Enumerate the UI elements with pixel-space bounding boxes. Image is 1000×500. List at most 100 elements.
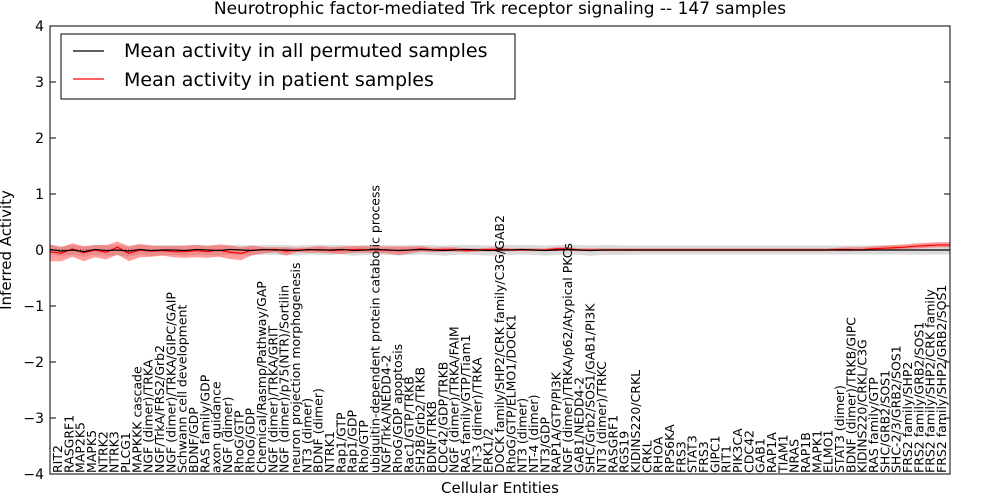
x-tick-label: Rap1/GDP — [345, 410, 360, 473]
band-patient — [50, 241, 950, 262]
x-tick-label: NGF (dimer)/TRKA/GIPC/GAIP — [163, 292, 178, 473]
x-tick-label: SHC-2/3/GRB2/SOS1 — [889, 345, 904, 473]
x-tick-label: STAT3 — [685, 435, 700, 473]
x-tick-label: RhoG/GTP — [231, 410, 246, 473]
x-tick-label: SHC/Grb2/SOS1/GAB1/PI3K — [583, 303, 598, 473]
series-lines — [49, 244, 950, 255]
x-tick-label: RAS family/GDP — [197, 374, 212, 473]
x-tick-label: RAS family/GTP/Tiam1 — [458, 334, 473, 473]
x-tick-label: RAP1B — [798, 432, 813, 473]
x-tick-label: SH2B/Grb2/TRKB — [413, 367, 428, 473]
x-tick-label: ubiquitin-dependent protein catabolic pr… — [367, 185, 382, 473]
x-tick-label: Rap1/GTP — [333, 412, 348, 473]
x-tick-label: RASGRF1 — [61, 415, 76, 473]
y-axis: −4 −3 −2 −1 0 1 2 3 4 — [23, 19, 950, 483]
x-tick-label: NGF (dimer)/TRKA/p62/Atypical PKCs — [560, 243, 575, 473]
x-axis-label: Cellular Entities — [441, 479, 559, 497]
x-tick-label: BDNF (dimer)/TRKB/GIPC — [843, 317, 858, 473]
legend: Mean activity in all permuted samples Me… — [60, 33, 516, 100]
x-tick-label: PLCG1 — [118, 432, 133, 473]
x-tick-label: MAP2K5 — [73, 422, 88, 473]
y-tick-label: −2 — [23, 355, 44, 371]
x-tick-label: RhoG/GTP/ELMO1/DOCK1 — [503, 314, 518, 473]
x-tick-label: FRS2 family/SHP2/CRK family — [923, 289, 938, 473]
x-tick-label: NT3 (dimer) — [515, 398, 530, 473]
x-tick-label: NGF (dimer) — [220, 397, 235, 473]
x-tick-label: GAB1 — [753, 438, 768, 473]
x-tick-label: RIT2 — [50, 445, 65, 473]
y-tick-label: 2 — [35, 131, 44, 147]
x-tick-label: RAP1A/GTP/PI3K — [549, 371, 564, 473]
x-tick-label: CDC42 — [741, 430, 756, 473]
x-tick-label: FRS2 family/SHP2/GRB2/SOS1 — [934, 285, 949, 473]
series-line-permuted — [49, 248, 950, 253]
y-tick-label: 4 — [35, 19, 44, 35]
x-tick-label: GIPC1 — [707, 435, 722, 473]
x-tick-label: Chemical/Rasmp/Pathway/GAP — [254, 281, 269, 473]
x-tick-labels: RIT2RASGRF1MAP2K5MAPK5NTRK2NTRK3PLCG1MAP… — [50, 185, 949, 474]
x-tick-label: RPS6KA — [662, 424, 677, 473]
x-tick-label: NGF/TrkA/NEDD4-2 — [379, 355, 394, 473]
x-tick-label: FRS3 — [673, 441, 688, 473]
x-tick-label: NT-3 (dimer)/TRKA — [469, 357, 484, 473]
x-tick-label: KIDINS220/CRKL — [628, 370, 643, 473]
y-tick-label: 1 — [35, 187, 44, 203]
x-tick-label: BDNF/GDP — [186, 407, 201, 473]
y-axis-label: Inferred Activity — [0, 190, 15, 310]
legend-label-patient: Mean activity in patient samples — [124, 69, 434, 91]
legend-box — [60, 33, 516, 100]
x-tick-label: MAPK1 — [809, 430, 824, 473]
x-tick-label: RIT1 — [719, 445, 734, 473]
x-tick-label: KIDINS220/CRKL/C3G — [855, 339, 870, 473]
x-tick-label: Rho/GTP — [356, 420, 371, 473]
x-tick-label: NT3 (dimer)/TRKC — [594, 361, 609, 473]
x-tick-label: RHOA — [651, 436, 666, 473]
x-tick-label: NGF (dimer)/TRKA — [141, 359, 156, 473]
x-tick-label: RASGRF1 — [605, 415, 620, 473]
x-tick-label: CDC42/GDP/TRKB — [435, 362, 450, 473]
x-tick-label: RAP1A — [764, 432, 779, 473]
x-tick-label: NTRK3 — [107, 431, 122, 473]
x-tick-label: NRAS — [787, 439, 802, 473]
x-tick-label: STAT3 (dimer) — [832, 385, 847, 473]
y-tick-label: −1 — [23, 299, 44, 315]
x-tick-label: Rac1/GTP/TRKB — [401, 376, 416, 473]
x-tick-label: NTRK2 — [95, 431, 110, 473]
x-tick-label: TIAM1 — [775, 434, 790, 474]
x-tick-label: BDNF (dimer) — [311, 388, 326, 473]
legend-label-permuted: Mean activity in all permuted samples — [124, 40, 487, 62]
x-tick-label: PIK3CA — [730, 428, 745, 473]
x-tick-label: NGF (dimer)/p75(NTR)/Sortilin — [277, 285, 292, 473]
x-tick-label: RAS family/GTP — [866, 377, 881, 473]
x-tick-label: NT3 (dimer) — [299, 398, 314, 473]
x-tick-label: NGF (dimer)/TRKA/GRIT — [265, 325, 280, 473]
x-tick-label: MAPKKK cascade — [129, 366, 144, 473]
chart-title: Neurotrophic factor-mediated Trk recepto… — [214, 0, 786, 19]
x-tick-label: NGF/TrkA/FRS2/Grb2 — [152, 345, 167, 473]
x-tick-label: NT3/GDP — [537, 417, 552, 473]
x-tick-label: DOCK family/SHP2/CRK family/C3G/GAB2 — [492, 215, 507, 473]
y-tick-label: −4 — [23, 467, 44, 483]
x-tick-label: FRS3 — [696, 441, 711, 473]
x-tick-label: GAB1/NEDD4-2 — [571, 377, 586, 473]
x-tick-label: NTRK1 — [322, 431, 337, 473]
x-tick-label: FRS2 family/SHP2 — [900, 362, 915, 473]
x-tick-label: CRKL — [639, 440, 654, 473]
y-tick-label: −3 — [23, 411, 44, 427]
x-tick-label: axon guidance — [209, 381, 224, 473]
y-tick-label: 3 — [35, 75, 44, 91]
x-tick-label: SHC/GRB2/SOS1 — [877, 370, 892, 473]
y-tick-label: 0 — [35, 243, 44, 259]
x-tick-label: BDNF/TRKB — [424, 401, 439, 473]
x-tick-label: ERK1/2 — [481, 428, 496, 473]
x-tick-label: NT-4 (dimer) — [526, 395, 541, 473]
x-tick-label: MAPK5 — [84, 430, 99, 473]
x-tick-label: Schwann cell development — [175, 305, 190, 473]
x-tick-label: RhoG/GDP apoptosis — [390, 344, 405, 473]
x-tick-label: ELMO1 — [821, 430, 836, 473]
x-tick-label: RhoG/GDP — [243, 408, 258, 473]
x-tick-label: NGF (dimer)/TRKA/FAIM — [447, 326, 462, 473]
x-tick-label: FRS2 family/GRB2/SOS1 — [911, 322, 926, 473]
x-tick-label: neuron projection morphogenesis — [288, 262, 303, 473]
